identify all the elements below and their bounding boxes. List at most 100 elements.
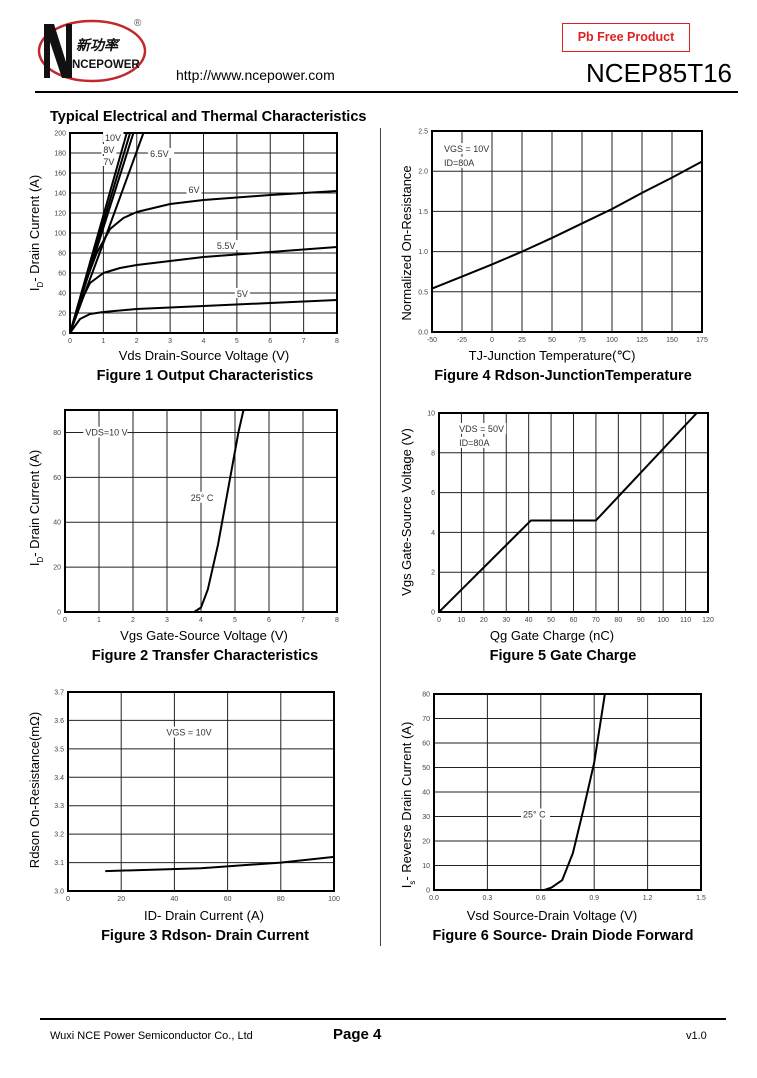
y-tick-label: 60 (53, 475, 61, 482)
series-line (105, 855, 334, 873)
figure-caption: Figure 5 Gate Charge (489, 648, 637, 664)
plot-frame (69, 132, 338, 334)
x-tick-label: 5 (233, 617, 237, 624)
x-tick-label: 1.5 (696, 895, 706, 902)
x-tick-label: -25 (457, 337, 467, 344)
y-axis-title-sub: D (35, 556, 45, 563)
x-axis-title: Vsd Source-Drain Voltage (V) (466, 908, 638, 923)
y-tick-label: 60 (58, 271, 66, 278)
x-tick-label: 25 (518, 337, 526, 344)
y-tick-label: 100 (54, 231, 66, 238)
figure-caption: Figure 6 Source- Drain Diode Forward (432, 928, 694, 944)
x-tick-label: 70 (592, 617, 600, 624)
x-tick-label: 80 (277, 896, 285, 903)
x-tick-label: 8 (335, 338, 339, 345)
annotation: 25° C (523, 810, 546, 820)
x-tick-label: 50 (548, 337, 556, 344)
y-tick-label: 6 (431, 490, 435, 497)
y-tick-label: 3.6 (54, 718, 64, 725)
x-tick-label: 60 (224, 896, 232, 903)
series-line (432, 160, 702, 290)
label-bg (101, 144, 117, 154)
x-tick-label: 150 (666, 337, 678, 344)
series-line-6V (70, 190, 337, 333)
x-tick-label: 0 (63, 617, 67, 624)
annotation: VDS=10 V (85, 428, 127, 438)
website-url[interactable]: http://www.ncepower.com (176, 67, 335, 83)
x-tick-label: 5 (235, 338, 239, 345)
series-line-5V (70, 299, 337, 333)
section-title: Typical Electrical and Thermal Character… (50, 109, 367, 125)
y-tick-label: 140 (54, 191, 66, 198)
y-axis-title-main: I (27, 287, 43, 292)
y-tick-label: 10 (422, 863, 430, 870)
label-bg (214, 240, 241, 250)
x-tick-label: 90 (637, 617, 645, 624)
y-tick-label: 1.0 (418, 249, 428, 256)
annotation-bg (457, 436, 492, 448)
series-line-5.5V (70, 246, 337, 333)
y-tick-label: 3.5 (54, 746, 64, 753)
x-tick-label: 50 (547, 617, 555, 624)
plot-frame (433, 693, 702, 891)
x-tick-label: 1.2 (643, 895, 653, 902)
x-tick-label: 20 (480, 617, 488, 624)
series-label: 5V (237, 289, 248, 299)
y-tick-label: 120 (54, 211, 66, 218)
y-tick-label: 180 (54, 151, 66, 158)
series-label: 7V (103, 157, 114, 167)
y-axis-title-sub: D (35, 281, 45, 288)
y-tick-label: 0 (62, 331, 66, 338)
label-bg (101, 156, 117, 166)
x-tick-label: 2 (135, 338, 139, 345)
x-axis-title: ID- Drain Current (A) (144, 908, 264, 923)
y-tick-label: 40 (58, 291, 66, 298)
y-tick-label: 0 (57, 610, 61, 617)
x-tick-label: 7 (302, 338, 306, 345)
svg-text:新功率: 新功率 (76, 37, 121, 53)
x-tick-label: 80 (614, 617, 622, 624)
y-axis-title: Rdson On-Resistance(mΩ) (27, 712, 45, 868)
x-axis-title: Vgs Gate-Source Voltage (V) (120, 628, 288, 643)
y-tick-label: 2.0 (418, 169, 428, 176)
x-tick-label: 1 (101, 338, 105, 345)
annotation-bg (457, 422, 507, 434)
x-tick-label: 60 (570, 617, 578, 624)
y-axis-title-rest: - Reverse Drain Current (A) (399, 721, 415, 881)
y-tick-label: 3.0 (54, 889, 64, 896)
y-axis-title: Normalized On-Resistance (399, 165, 417, 320)
svg-text:®: ® (134, 18, 142, 29)
y-tick-label: 4 (431, 530, 435, 537)
x-tick-label: 100 (657, 617, 669, 624)
chart-2: -50 -25 0 25 50 75 100 125 150 175 0.0 0.5 1.0 1.5 2.0… (418, 129, 708, 345)
y-tick-label: 8 (431, 450, 435, 457)
header-divider (35, 91, 738, 93)
x-tick-label: 75 (578, 337, 586, 344)
y-tick-label: 20 (53, 565, 61, 572)
y-axis-title-rest: - Drain Current (A) (27, 449, 43, 557)
x-tick-label: 0 (66, 896, 70, 903)
y-tick-label: 20 (422, 839, 430, 846)
y-tick-label: 40 (422, 790, 430, 797)
x-tick-label: 2 (131, 617, 135, 624)
annotation-bg (188, 491, 218, 503)
annotation: 25° C (191, 493, 214, 503)
chart-5: 0 20 40 60 80 100 3.0 3.1 3.2 3.3 3.4 3.5 3.6 3.7 VGS … (54, 690, 340, 904)
part-number: NCEP85T16 (586, 58, 732, 88)
series-label: 6.5V (150, 149, 169, 159)
series-line (544, 694, 606, 890)
annotation-bg (83, 426, 128, 438)
x-tick-label: 4 (202, 338, 206, 345)
y-tick-label: 200 (54, 131, 66, 138)
label-bg (186, 184, 202, 194)
y-tick-label: 0 (426, 888, 430, 895)
y-tick-label: 10 (427, 411, 435, 418)
x-tick-label: 8 (335, 617, 339, 624)
y-tick-label: 20 (58, 311, 66, 318)
y-tick-label: 0.0 (418, 330, 428, 337)
x-axis-title: TJ-Junction Temperature(℃) (468, 348, 636, 363)
label-bg (234, 288, 250, 298)
x-tick-label: 4 (199, 617, 203, 624)
y-tick-label: 0.5 (418, 289, 428, 296)
